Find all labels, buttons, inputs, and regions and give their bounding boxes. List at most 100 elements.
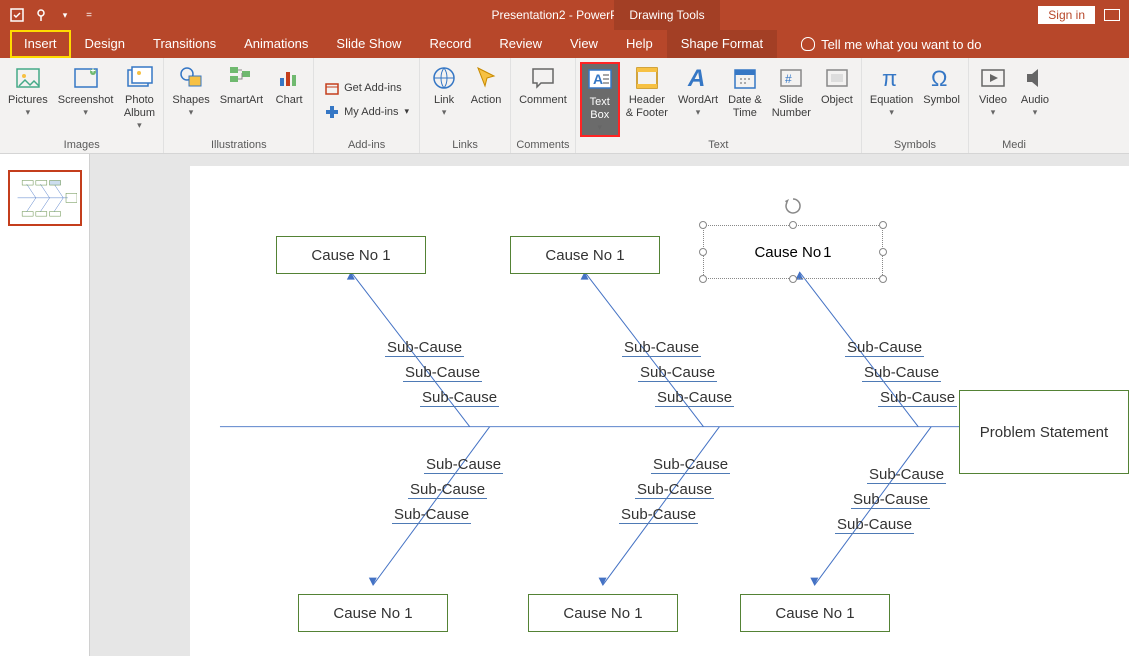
datetime-icon <box>731 64 759 92</box>
chart-button[interactable]: Chart <box>269 62 309 109</box>
textbox-button[interactable]: A Text Box <box>580 62 620 137</box>
cause-box-top-2[interactable]: Cause No 1 <box>510 236 660 274</box>
smartart-button[interactable]: SmartArt <box>216 62 267 109</box>
drawing-tools-tab: Drawing Tools <box>614 0 720 30</box>
group-images: Pictures Screenshot Photo Album Images <box>0 58 164 153</box>
tell-me-search[interactable]: Tell me what you want to do <box>801 37 981 52</box>
tab-insert[interactable]: Insert <box>10 30 71 58</box>
qat-dropdown-icon[interactable]: ▾ <box>56 6 74 24</box>
group-media: Video Audio Medi <box>969 58 1059 153</box>
header-footer-button[interactable]: Header & Footer <box>622 62 672 122</box>
svg-text:A: A <box>593 71 603 87</box>
cause-box-top-1[interactable]: Cause No 1 <box>276 236 426 274</box>
addins-icon <box>324 104 340 120</box>
subcause[interactable]: Sub-Cause <box>385 339 464 357</box>
subcause[interactable]: Sub-Cause <box>638 364 717 382</box>
store-icon <box>324 80 340 96</box>
subcause[interactable]: Sub-Cause <box>862 364 941 382</box>
tab-animations[interactable]: Animations <box>230 30 322 58</box>
link-icon <box>430 64 458 92</box>
link-button[interactable]: Link <box>424 62 464 120</box>
chart-icon <box>275 64 303 92</box>
group-addins: Get Add-ins My Add-ins ▾ Add-ins <box>314 58 420 153</box>
my-addins-button[interactable]: My Add-ins ▾ <box>320 102 413 122</box>
tab-view[interactable]: View <box>556 30 612 58</box>
rotate-handle-icon[interactable] <box>783 196 803 216</box>
sign-in-button[interactable]: Sign in <box>1038 6 1095 24</box>
subcause[interactable]: Sub-Cause <box>424 456 503 474</box>
textbox-icon: A <box>586 66 614 94</box>
cause-box-bottom-2[interactable]: Cause No 1 <box>528 594 678 632</box>
shapes-button[interactable]: Shapes <box>168 62 213 120</box>
tab-review[interactable]: Review <box>485 30 556 58</box>
pictures-button[interactable]: Pictures <box>4 62 52 120</box>
textbox-selected[interactable]: Cause No 1 <box>703 225 883 279</box>
object-icon <box>823 64 851 92</box>
tab-shape-format[interactable]: Shape Format <box>667 30 777 58</box>
subcause[interactable]: Sub-Cause <box>655 389 734 407</box>
slide-canvas[interactable]: Cause No 1 Cause No 1 Cause No 1 Cause N… <box>190 166 1129 656</box>
cause-box-bottom-1[interactable]: Cause No 1 <box>298 594 448 632</box>
slidenumber-button[interactable]: # Slide Number <box>768 62 815 122</box>
wordart-button[interactable]: A WordArt <box>674 62 722 120</box>
bulb-icon <box>801 37 815 51</box>
subcause[interactable]: Sub-Cause <box>835 516 914 534</box>
equation-button[interactable]: π Equation <box>866 62 917 120</box>
svg-text:A: A <box>687 65 705 92</box>
problem-statement-box[interactable]: Problem Statement <box>959 390 1129 474</box>
svg-text:Ω: Ω <box>931 66 947 91</box>
smartart-icon <box>227 64 255 92</box>
subcause[interactable]: Sub-Cause <box>420 389 499 407</box>
subcause[interactable]: Sub-Cause <box>878 389 957 407</box>
touch-mode-icon[interactable] <box>32 6 50 24</box>
subcause[interactable]: Sub-Cause <box>622 339 701 357</box>
photo-album-icon <box>125 64 153 92</box>
audio-button[interactable]: Audio <box>1015 62 1055 120</box>
slide-thumbnail-1[interactable] <box>8 170 82 226</box>
subcause[interactable]: Sub-Cause <box>619 506 698 524</box>
get-addins-button[interactable]: Get Add-ins <box>320 78 413 98</box>
subcause[interactable]: Sub-Cause <box>651 456 730 474</box>
subcause[interactable]: Sub-Cause <box>867 466 946 484</box>
tab-help[interactable]: Help <box>612 30 667 58</box>
group-symbols: π Equation Ω Symbol Symbols <box>862 58 969 153</box>
group-label-illustrations: Illustrations <box>168 137 309 151</box>
wordart-icon: A <box>684 64 712 92</box>
subcause[interactable]: Sub-Cause <box>408 481 487 499</box>
group-label-symbols: Symbols <box>866 137 964 151</box>
screenshot-icon <box>72 64 100 92</box>
display-options-icon[interactable] <box>1103 6 1121 24</box>
subcause[interactable]: Sub-Cause <box>392 506 471 524</box>
comment-button[interactable]: Comment <box>515 62 571 109</box>
subcause[interactable]: Sub-Cause <box>635 481 714 499</box>
symbol-button[interactable]: Ω Symbol <box>919 62 964 109</box>
datetime-button[interactable]: Date & Time <box>724 62 766 122</box>
symbol-icon: Ω <box>928 64 956 92</box>
textbox-text[interactable]: Cause No 1 <box>704 226 882 278</box>
tab-design[interactable]: Design <box>71 30 139 58</box>
subcause[interactable]: Sub-Cause <box>851 491 930 509</box>
screenshot-button[interactable]: Screenshot <box>54 62 118 120</box>
subcause[interactable]: Sub-Cause <box>403 364 482 382</box>
qat-overflow-icon[interactable]: = <box>80 6 98 24</box>
group-label-links: Links <box>424 137 506 151</box>
tab-slideshow[interactable]: Slide Show <box>322 30 415 58</box>
tab-transitions[interactable]: Transitions <box>139 30 230 58</box>
workspace: Cause No 1 Cause No 1 Cause No 1 Cause N… <box>0 154 1129 656</box>
group-label-images: Images <box>4 137 159 151</box>
group-label-comments: Comments <box>515 137 571 151</box>
audio-icon <box>1021 64 1049 92</box>
photo-album-button[interactable]: Photo Album <box>119 62 159 133</box>
action-icon <box>472 64 500 92</box>
video-button[interactable]: Video <box>973 62 1013 120</box>
cause-box-bottom-3[interactable]: Cause No 1 <box>740 594 890 632</box>
group-illustrations: Shapes SmartArt Chart Illustrations <box>164 58 314 153</box>
action-button[interactable]: Action <box>466 62 506 109</box>
comment-icon <box>529 64 557 92</box>
tab-record[interactable]: Record <box>415 30 485 58</box>
autosave-icon[interactable] <box>8 6 26 24</box>
thumbnail-panel <box>0 154 90 656</box>
object-button[interactable]: Object <box>817 62 857 109</box>
subcause[interactable]: Sub-Cause <box>845 339 924 357</box>
ribbon: Pictures Screenshot Photo Album Images S… <box>0 58 1129 154</box>
